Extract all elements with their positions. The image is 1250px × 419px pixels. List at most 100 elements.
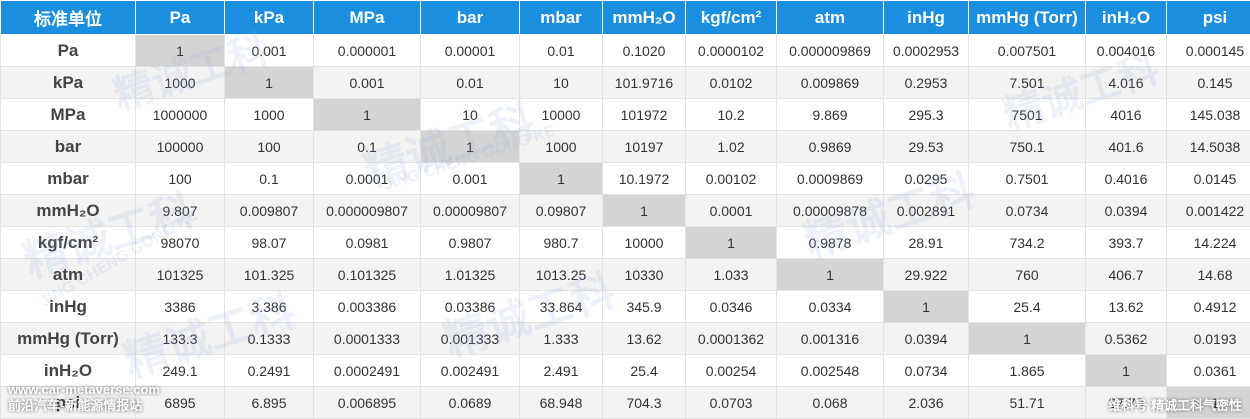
table-cell: 1.333 <box>520 323 603 355</box>
table-cell: 1 <box>777 259 884 291</box>
table-cell: 0.0009869 <box>777 163 884 195</box>
table-cell: 14.224 <box>1167 227 1250 259</box>
table-cell: 1 <box>969 323 1086 355</box>
table-cell: 0.2953 <box>884 67 969 99</box>
table-cell: 1.02 <box>686 131 777 163</box>
table-cell: 25.4 <box>603 355 686 387</box>
table-cell: 0.4016 <box>1086 163 1167 195</box>
column-header: atm <box>777 1 884 35</box>
table-cell: 0.006895 <box>314 387 421 419</box>
table-cell: 1.865 <box>969 355 1086 387</box>
row-header: MPa <box>1 99 136 131</box>
row-header: Pa <box>1 35 136 67</box>
table-cell: 0.01 <box>421 67 520 99</box>
column-header: Pa <box>136 1 225 35</box>
table-cell: 1 <box>603 195 686 227</box>
row-header: bar <box>1 131 136 163</box>
table-cell: 10197 <box>603 131 686 163</box>
table-cell: 1 <box>686 227 777 259</box>
table-cell: 401.6 <box>1086 131 1167 163</box>
table-cell: 0.00009807 <box>421 195 520 227</box>
table-cell: 0.009807 <box>225 195 314 227</box>
table-cell: 0.001422 <box>1167 195 1250 227</box>
table-cell: 7.501 <box>969 67 1086 99</box>
table-cell: 0.0334 <box>777 291 884 323</box>
table-cell: 1013.25 <box>520 259 603 291</box>
table-cell: 0.0145 <box>1167 163 1250 195</box>
table-cell: 0.001316 <box>777 323 884 355</box>
table-cell: 0.007501 <box>969 35 1086 67</box>
row-header: mmHg (Torr) <box>1 323 136 355</box>
table-cell: 1 <box>314 99 421 131</box>
table-cell: 0.101325 <box>314 259 421 291</box>
table-cell: 0.5362 <box>1086 323 1167 355</box>
table-cell: 0.0689 <box>421 387 520 419</box>
table-cell: 10000 <box>520 99 603 131</box>
table-cell: 1 <box>225 67 314 99</box>
table-cell: 10.2 <box>686 99 777 131</box>
table-cell: 13.62 <box>1086 291 1167 323</box>
column-header: kgf/cm² <box>686 1 777 35</box>
table-cell: 0.0734 <box>969 195 1086 227</box>
table-cell: 2.491 <box>520 355 603 387</box>
table-cell: 0.9869 <box>777 131 884 163</box>
table-cell: 0.009869 <box>777 67 884 99</box>
table-cell: 133.3 <box>136 323 225 355</box>
table-cell: 0.0001362 <box>686 323 777 355</box>
row-header: kPa <box>1 67 136 99</box>
table-cell: 0.1 <box>225 163 314 195</box>
row-header: atm <box>1 259 136 291</box>
table-cell: 101.9716 <box>603 67 686 99</box>
table-cell: 0.03386 <box>421 291 520 323</box>
column-header: kPa <box>225 1 314 35</box>
table-cell: 0.145 <box>1167 67 1250 99</box>
table-cell: 0.000009869 <box>777 35 884 67</box>
column-header: inHg <box>884 1 969 35</box>
table-cell: 10.1972 <box>603 163 686 195</box>
header-corner: 标准单位 <box>1 1 136 35</box>
table-cell: 1 <box>136 35 225 67</box>
table-cell: 0.002491 <box>421 355 520 387</box>
table-cell: 1 <box>1086 355 1167 387</box>
table-cell: 1000 <box>136 67 225 99</box>
table-cell: 10 <box>421 99 520 131</box>
table-cell: 101972 <box>603 99 686 131</box>
table-cell: 100000 <box>136 131 225 163</box>
table-cell: 1000 <box>225 99 314 131</box>
table-cell: 0.1020 <box>603 35 686 67</box>
table-cell: 4.016 <box>1086 67 1167 99</box>
table-cell: 13.62 <box>603 323 686 355</box>
table-cell: 0.0394 <box>884 323 969 355</box>
table-cell: 29.53 <box>884 131 969 163</box>
column-header: mmH₂O <box>603 1 686 35</box>
table-cell: 1.01325 <box>421 259 520 291</box>
table-cell: 10 <box>520 67 603 99</box>
table-cell: 3386 <box>136 291 225 323</box>
table-cell: 101325 <box>136 259 225 291</box>
table-cell: 0.00254 <box>686 355 777 387</box>
table-cell: 0.0394 <box>1086 195 1167 227</box>
table-cell: 0.1 <box>314 131 421 163</box>
table-cell: 0.000145 <box>1167 35 1250 67</box>
table-cell: 0.004016 <box>1086 35 1167 67</box>
table-cell: 0.002891 <box>884 195 969 227</box>
row-header: mbar <box>1 163 136 195</box>
table-cell: 1000 <box>520 131 603 163</box>
table-cell: 0.0295 <box>884 163 969 195</box>
table-cell: 33.864 <box>520 291 603 323</box>
row-header: mmH₂O <box>1 195 136 227</box>
column-header: MPa <box>314 1 421 35</box>
table-cell: 0.0981 <box>314 227 421 259</box>
table-cell: 1 <box>421 131 520 163</box>
table-cell: 51.71 <box>969 387 1086 419</box>
table-cell: 2.036 <box>884 387 969 419</box>
table-cell: 0.0002953 <box>884 35 969 67</box>
table-cell: 760 <box>969 259 1086 291</box>
